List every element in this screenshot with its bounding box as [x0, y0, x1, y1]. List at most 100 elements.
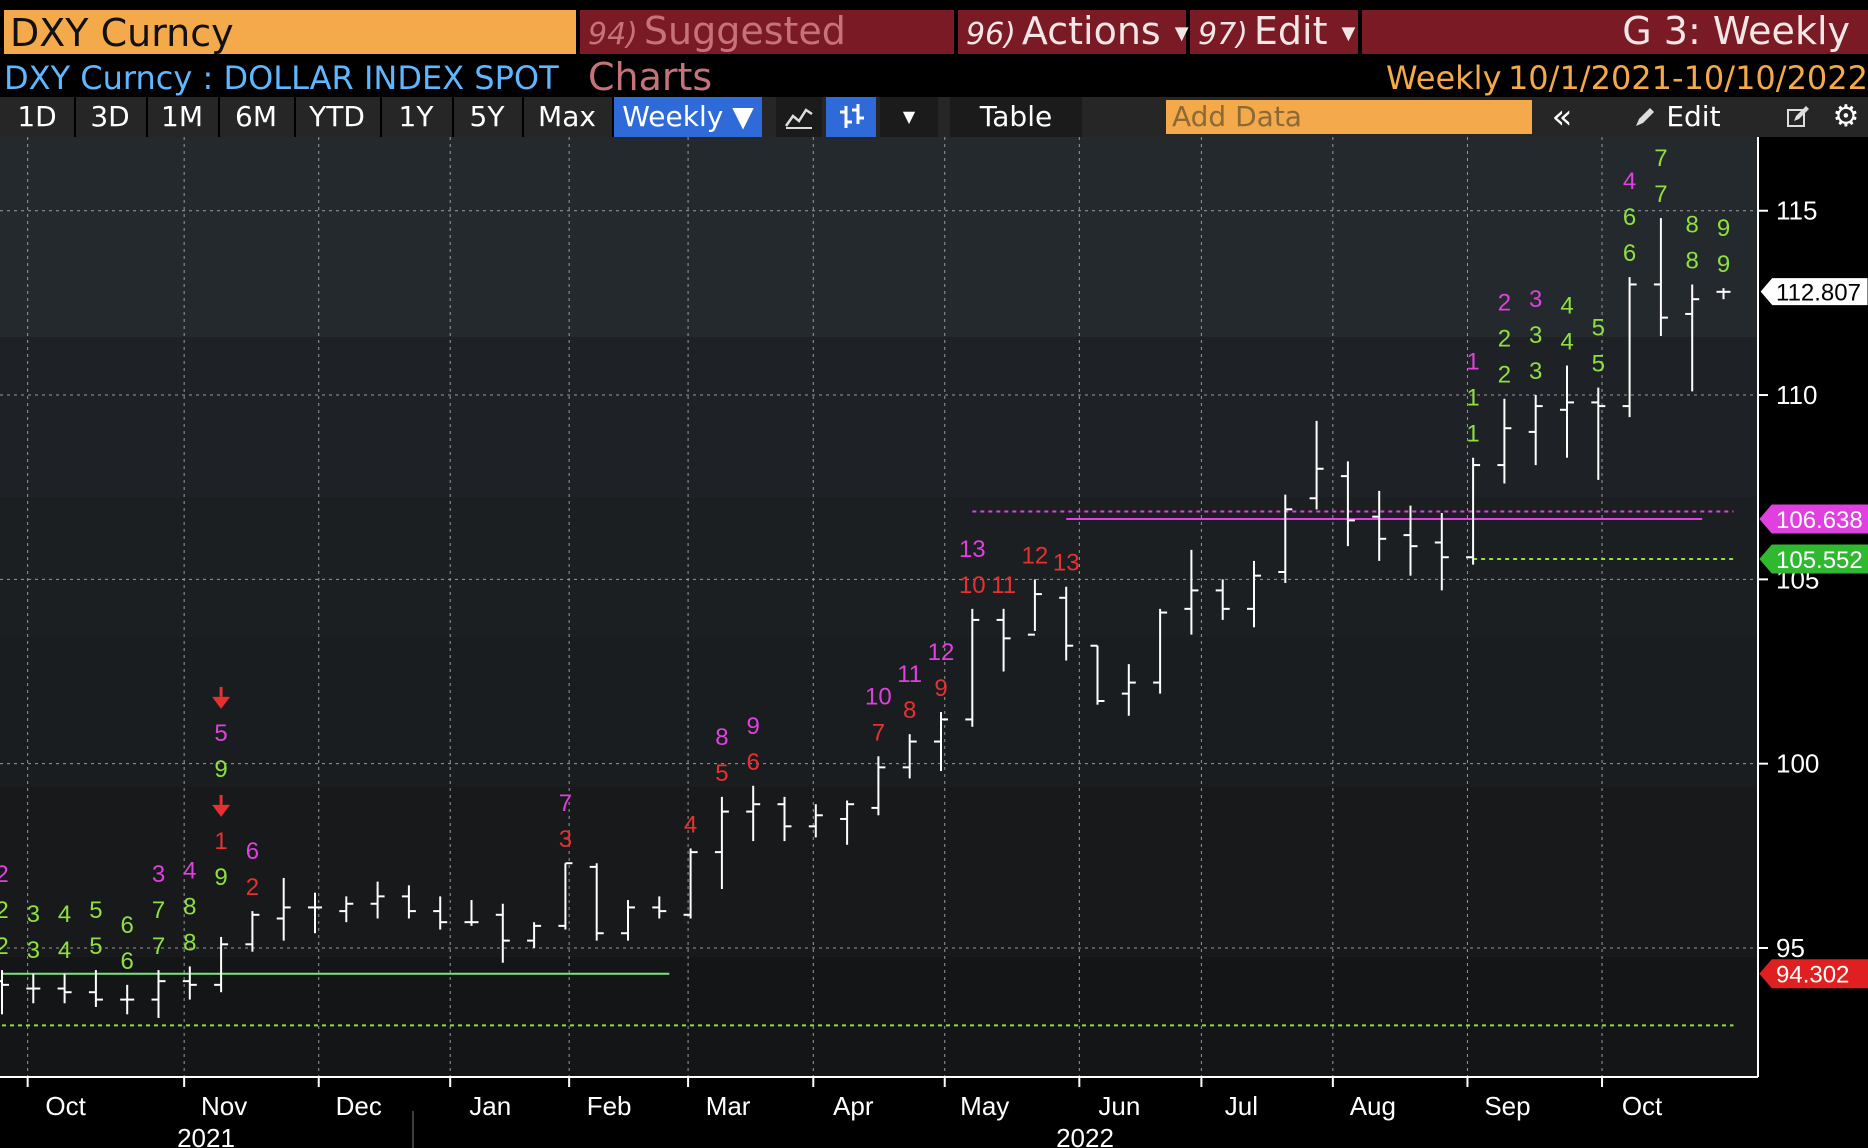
count-label: 6: [246, 838, 259, 865]
count-label: 12: [928, 639, 955, 666]
count-label: 9: [214, 864, 227, 891]
count-label: 2: [0, 897, 9, 924]
y-tick-label: 110: [1776, 380, 1817, 410]
price-tag-label: 106.638: [1776, 507, 1863, 534]
count-label: 5: [1592, 351, 1605, 378]
count-label: 8: [183, 893, 196, 920]
suggested-charts-menu[interactable]: 94) Suggested Charts: [580, 10, 954, 98]
range-6m-button[interactable]: 6M: [218, 97, 296, 137]
count-label: 4: [1560, 293, 1573, 320]
x-tick-label: Jun: [1098, 1091, 1140, 1121]
count-label: 9: [1717, 215, 1730, 242]
count-label: 9: [747, 713, 760, 740]
period-label[interactable]: Weekly: [1386, 59, 1502, 97]
count-label: 2: [246, 874, 259, 901]
window-title: G 3: Weekly: [1362, 10, 1868, 54]
background-band: [0, 137, 1758, 337]
count-label: 5: [715, 760, 728, 787]
x-tick-label: May: [960, 1091, 1009, 1121]
count-label: 3: [27, 937, 40, 964]
count-label: 6: [747, 749, 760, 776]
count-label: 4: [58, 901, 71, 928]
count-label: 1: [1466, 421, 1479, 448]
sell-arrow-icon: [212, 804, 231, 817]
count-label: 6: [121, 912, 134, 939]
count-label: 11: [991, 572, 1016, 599]
menu-label: Actions: [1021, 9, 1161, 53]
sell-arrow-icon: [212, 696, 231, 709]
range-3d-button[interactable]: 3D: [74, 97, 148, 137]
count-label: 7: [872, 719, 885, 746]
year-label: 2021: [177, 1123, 235, 1148]
y-tick-label: 95: [1776, 933, 1805, 963]
year-label: 2022: [1056, 1123, 1114, 1148]
range-5y-button[interactable]: 5Y: [452, 97, 524, 137]
range-1y-button[interactable]: 1Y: [380, 97, 454, 137]
count-label: 5: [89, 897, 102, 924]
security-description: DXY Curncy : DOLLAR INDEX SPOT: [4, 59, 559, 97]
edit-chart-button[interactable]: Edit Chart: [1592, 97, 1762, 173]
count-label: 10: [865, 683, 892, 710]
count-label: 6: [1623, 240, 1636, 267]
count-label: 4: [1560, 329, 1573, 356]
count-label: 13: [959, 536, 986, 563]
frequency-dropdown[interactable]: Weekly ▼: [614, 97, 762, 137]
count-label: 3: [559, 826, 572, 853]
range-ytd-button[interactable]: YTD: [294, 97, 382, 137]
add-data-input[interactable]: Add Data: [1166, 100, 1532, 134]
count-label: 2: [0, 933, 9, 960]
count-label: 5: [214, 720, 227, 747]
menu-label: Suggested Charts: [588, 9, 846, 99]
count-label: 5: [1592, 315, 1605, 342]
count-label: 8: [1686, 211, 1699, 238]
count-label: 13: [1053, 550, 1080, 577]
count-label: 10: [959, 572, 986, 599]
chart-toolbar: 1D 3D 1M 6M YTD 1Y 5Y Max Weekly ▼ ▼ Tab…: [0, 97, 1868, 173]
x-tick-label: Sep: [1484, 1091, 1530, 1121]
count-label: 6: [121, 948, 134, 975]
edit-menu[interactable]: 97) Edit ▼: [1190, 10, 1358, 54]
count-label: 3: [1529, 286, 1542, 313]
annotate-icon[interactable]: [1776, 97, 1820, 137]
chart-type-dropdown-icon[interactable]: ▼: [880, 97, 938, 137]
date-range[interactable]: 10/1/2021-10/10/2022: [1507, 59, 1868, 97]
gear-icon[interactable]: ⚙: [1832, 99, 1860, 134]
price-tag-label: 94.302: [1776, 962, 1849, 989]
count-label: 4: [58, 937, 71, 964]
count-label: 2: [0, 861, 9, 888]
caret-down-icon: ▼: [1341, 22, 1356, 44]
count-label: 4: [1623, 168, 1636, 195]
count-label: 3: [27, 901, 40, 928]
menu-number: 96): [966, 17, 1016, 52]
table-button[interactable]: Table: [950, 97, 1082, 137]
count-label: 7: [152, 897, 165, 924]
count-label: 2: [1498, 326, 1511, 353]
count-label: 8: [715, 724, 728, 751]
count-label: 3: [1529, 358, 1542, 385]
count-label: 7: [152, 933, 165, 960]
x-tick-label: Feb: [587, 1091, 632, 1121]
count-label: 5: [89, 933, 102, 960]
count-label: 1: [1466, 349, 1479, 376]
price-tag-label: 105.552: [1776, 547, 1863, 574]
count-label: 9: [214, 756, 227, 783]
x-tick-label: Oct: [1622, 1091, 1663, 1121]
x-tick-label: Dec: [336, 1091, 382, 1121]
range-max-button[interactable]: Max: [522, 97, 614, 137]
bar-chart-icon[interactable]: [826, 97, 876, 137]
range-1m-button[interactable]: 1M: [146, 97, 220, 137]
count-label: 12: [1022, 542, 1049, 569]
caret-down-icon: ▼: [1174, 22, 1189, 44]
count-label: 1: [214, 828, 227, 855]
ticker-input[interactable]: DXY Curncy: [4, 10, 576, 55]
count-label: 8: [903, 697, 916, 724]
collapse-icon[interactable]: «: [1551, 97, 1573, 137]
background-band: [0, 497, 1758, 637]
count-label: 3: [1529, 322, 1542, 349]
actions-menu[interactable]: 96) Actions ▼: [958, 9, 1189, 54]
line-chart-icon[interactable]: [776, 97, 822, 137]
background-band: [0, 337, 1758, 497]
pencil-icon: [1636, 108, 1655, 126]
range-1d-button[interactable]: 1D: [0, 97, 76, 137]
